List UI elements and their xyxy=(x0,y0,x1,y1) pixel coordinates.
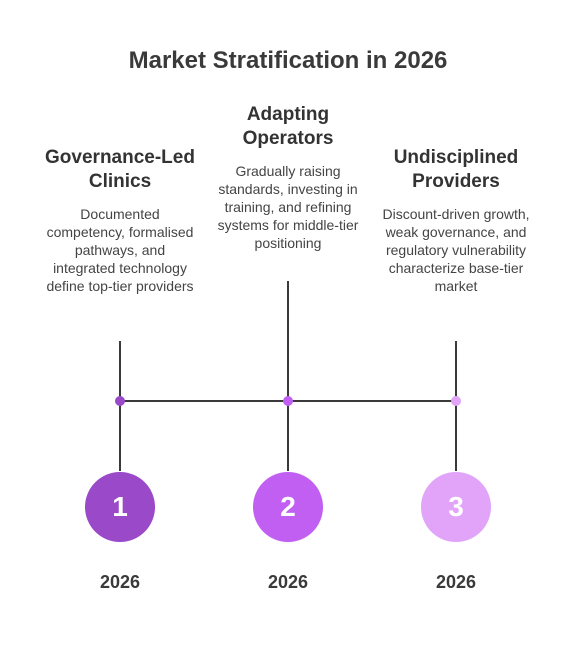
step-3-number-badge: 3 xyxy=(421,472,491,542)
step-2-number-badge: 2 xyxy=(253,472,323,542)
step-2-connector xyxy=(287,281,289,471)
step-3-connector xyxy=(455,341,457,471)
step-3-heading: Undisciplined Providers xyxy=(393,147,519,192)
step-2-year: 2026 xyxy=(267,572,309,592)
diagram-title: Market Stratification in 2026 xyxy=(128,47,448,74)
step-1-marker xyxy=(115,396,125,406)
step-2-heading: Adapting Operators xyxy=(242,104,334,149)
step-1-number-badge: 1 xyxy=(85,472,155,542)
step-3-year: 2026 xyxy=(435,572,477,592)
step-2-description: Gradually raising standards, investing i… xyxy=(217,163,359,251)
step-3-description: Discount-driven growth, weak governance,… xyxy=(382,206,530,294)
step-1-year: 2026 xyxy=(99,572,141,592)
step-1-description: Documented competency, formalised pathwa… xyxy=(46,206,194,294)
step-2-marker xyxy=(283,396,293,406)
step-1-connector xyxy=(119,341,121,471)
step-3-marker xyxy=(451,396,461,406)
step-1-heading: Governance-Led Clinics xyxy=(45,147,195,192)
